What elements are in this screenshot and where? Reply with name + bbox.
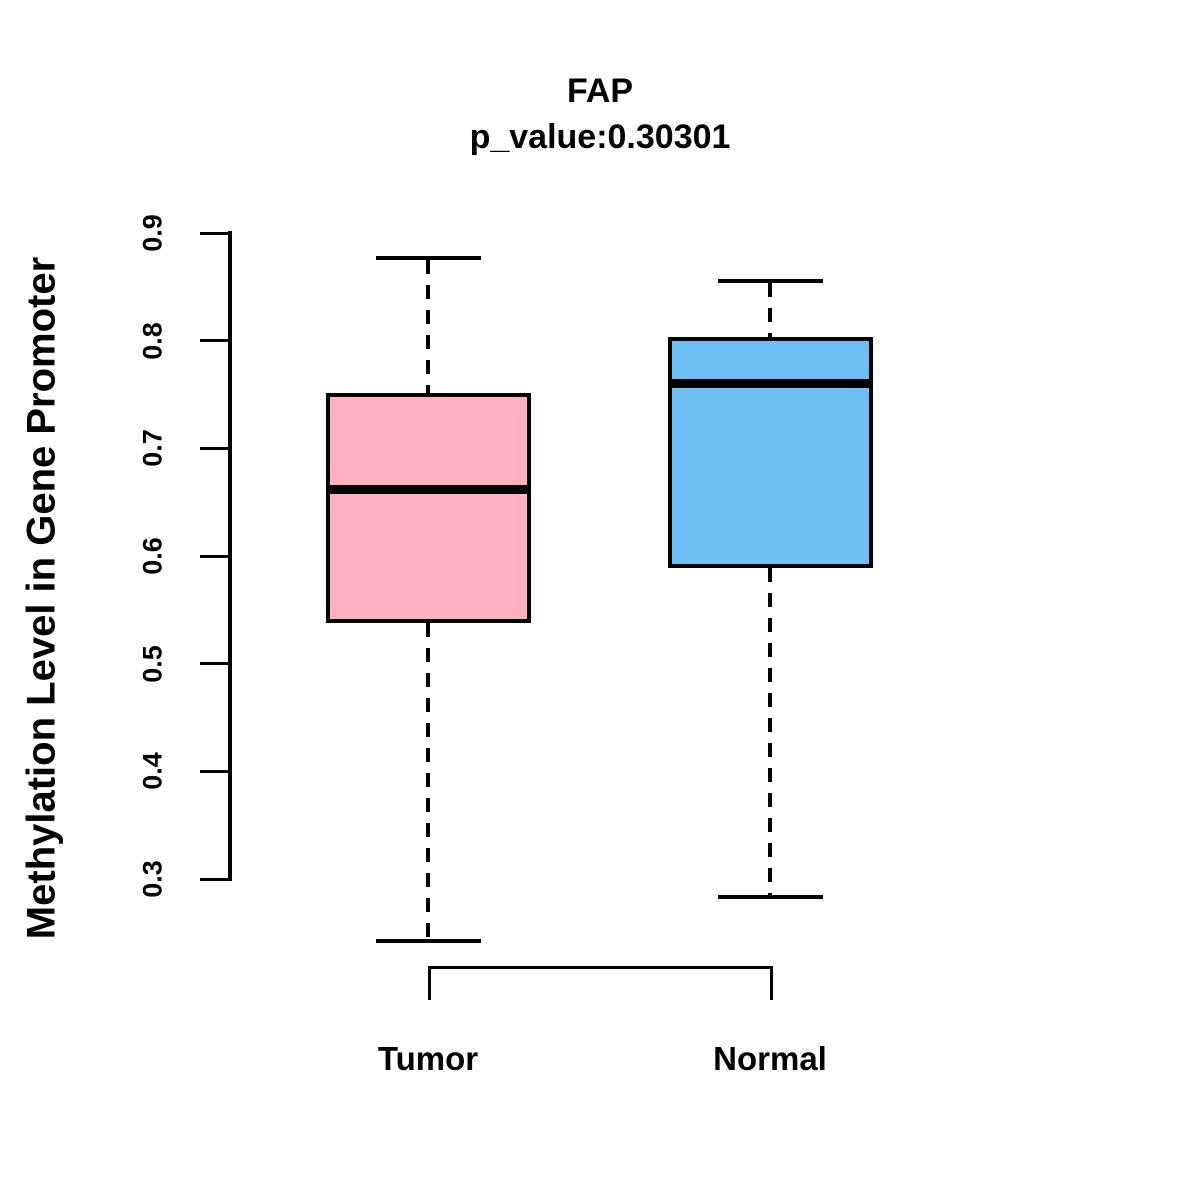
tumor-median-line	[325, 484, 531, 494]
tumor-upper-whisker-cap	[375, 255, 481, 260]
y-tick-mark	[200, 877, 230, 881]
normal-upper-whisker	[768, 283, 772, 338]
tumor-box	[325, 393, 531, 623]
y-axis-label: Methylation Level in Gene Promoter	[19, 256, 64, 940]
x-label-tumor: Tumor	[377, 1040, 479, 1077]
y-axis-line	[228, 231, 232, 881]
x-label-normal: Normal	[713, 1040, 827, 1077]
y-tick-mark	[200, 446, 230, 450]
y-tick-label: 0.6	[137, 537, 168, 575]
y-tick-label: 0.5	[137, 644, 168, 683]
normal-box	[667, 337, 873, 568]
y-tick-label: 0.8	[137, 321, 168, 360]
y-tick-label: 0.7	[137, 429, 168, 468]
y-tick-mark	[200, 554, 230, 558]
bracket-left-tick	[428, 966, 431, 1000]
y-tick-label: 0.3	[137, 860, 168, 898]
normal-upper-whisker-cap	[717, 279, 823, 284]
y-tick-mark	[200, 662, 230, 666]
y-tick-mark	[200, 339, 230, 343]
chart-title: FAP	[566, 72, 634, 110]
normal-median-line	[667, 379, 873, 389]
tumor-upper-whisker	[426, 259, 430, 394]
tumor-lower-whisker-cap	[375, 939, 481, 944]
y-tick-mark	[200, 769, 230, 773]
normal-lower-whisker	[768, 567, 772, 896]
y-tick-label: 0.9	[137, 214, 168, 252]
bracket-horizontal	[428, 966, 773, 969]
chart-subtitle: p_value:0.30301	[469, 118, 731, 156]
y-tick-label: 0.4	[137, 752, 168, 791]
bracket-right-tick	[770, 966, 773, 1000]
y-tick-mark	[200, 231, 230, 235]
tumor-lower-whisker	[426, 622, 430, 940]
normal-lower-whisker-cap	[717, 895, 823, 900]
